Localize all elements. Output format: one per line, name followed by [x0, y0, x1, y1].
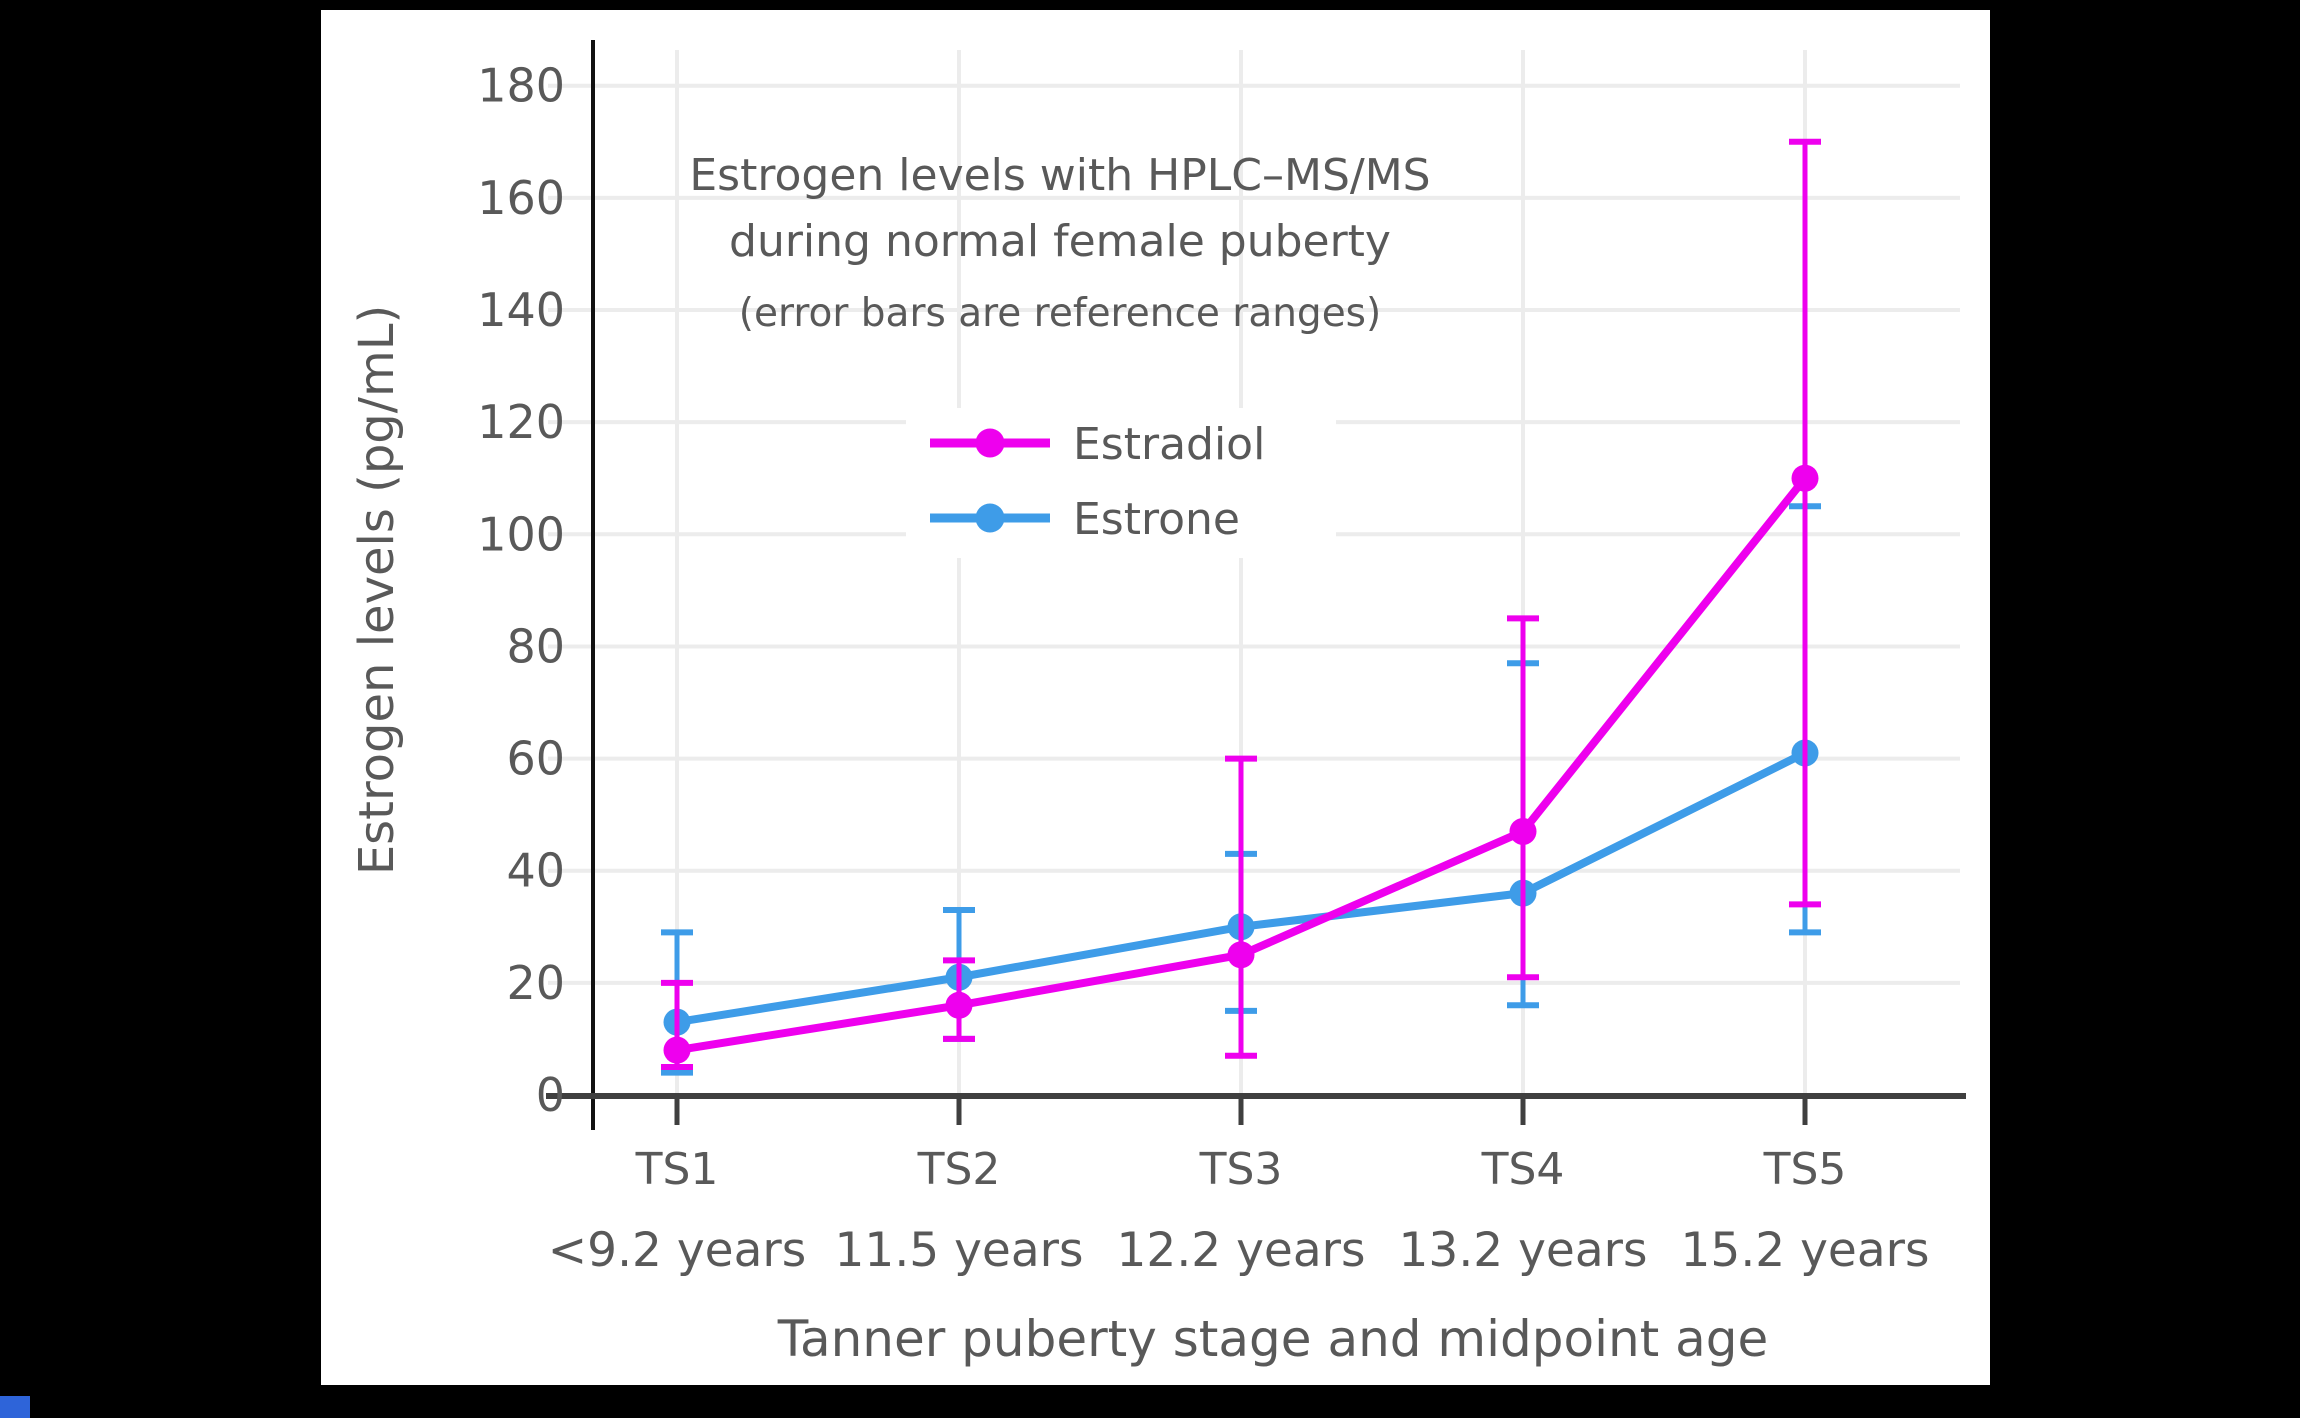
x-tick-label: TS3 — [1199, 1144, 1283, 1195]
legend-label-estrone: Estrone — [1073, 494, 1240, 545]
chart-title-line2: during normal female puberty — [729, 216, 1391, 267]
y-tick-label: 0 — [536, 1068, 565, 1122]
series-estradiol — [661, 138, 1821, 1070]
y-tick-label: 100 — [477, 507, 565, 561]
y-tick-label: 80 — [506, 619, 565, 673]
y-tick-label: 140 — [477, 283, 565, 337]
chart-svg: Estradiol Estrone 0 20 40 60 80 100 120 140 160 18… — [349, 40, 1966, 1368]
y-tick-label: 120 — [477, 395, 565, 449]
data-point — [1509, 817, 1537, 845]
chart-title-line1: Estrogen levels with HPLC–MS/MS — [689, 150, 1430, 201]
x-axis-title: Tanner puberty stage and midpoint age — [777, 1310, 1769, 1368]
grid-layer — [548, 50, 1960, 1096]
x-tick-label: TS5 — [1763, 1144, 1847, 1195]
data-point — [945, 991, 973, 1019]
y-tick-label: 60 — [506, 732, 565, 786]
corner-artifact — [0, 1396, 30, 1418]
data-point — [1227, 941, 1255, 969]
y-axis-title: Estrogen levels (pg/mL) — [349, 305, 405, 875]
legend-marker-dot — [975, 428, 1005, 458]
data-point — [663, 1036, 691, 1064]
data-point — [1791, 464, 1819, 492]
x-tick-label: TS1 — [635, 1144, 719, 1195]
x-tick-sublabel: 12.2 years — [1117, 1223, 1366, 1278]
y-tick-label: 180 — [477, 59, 565, 113]
chart-panel: Estradiol Estrone 0 20 40 60 80 100 120 140 160 18… — [321, 10, 1990, 1385]
labels-layer: 0 20 40 60 80 100 120 140 160 180 TS1 TS2 TS3 TS4 TS5 <… — [477, 59, 1929, 1278]
y-tick-label: 20 — [506, 956, 565, 1010]
x-tick-sublabel: 11.5 years — [835, 1223, 1084, 1278]
x-tick-label: TS2 — [917, 1144, 1001, 1195]
y-tick-label: 40 — [506, 844, 565, 898]
legend-marker-dot — [975, 503, 1005, 533]
x-tick-label: TS4 — [1481, 1144, 1565, 1195]
legend-label-estradiol: Estradiol — [1073, 419, 1265, 470]
legend-background — [906, 408, 1336, 558]
legend-layer: Estradiol Estrone — [906, 408, 1336, 558]
x-tick-sublabel: 15.2 years — [1681, 1223, 1930, 1278]
y-tick-label: 160 — [477, 171, 565, 225]
x-tick-sublabel: <9.2 years — [548, 1223, 806, 1278]
axes-layer — [546, 40, 1966, 1130]
series-layer — [661, 138, 1821, 1076]
chart-subtitle: (error bars are reference ranges) — [739, 291, 1381, 336]
x-tick-sublabel: 13.2 years — [1399, 1223, 1648, 1278]
